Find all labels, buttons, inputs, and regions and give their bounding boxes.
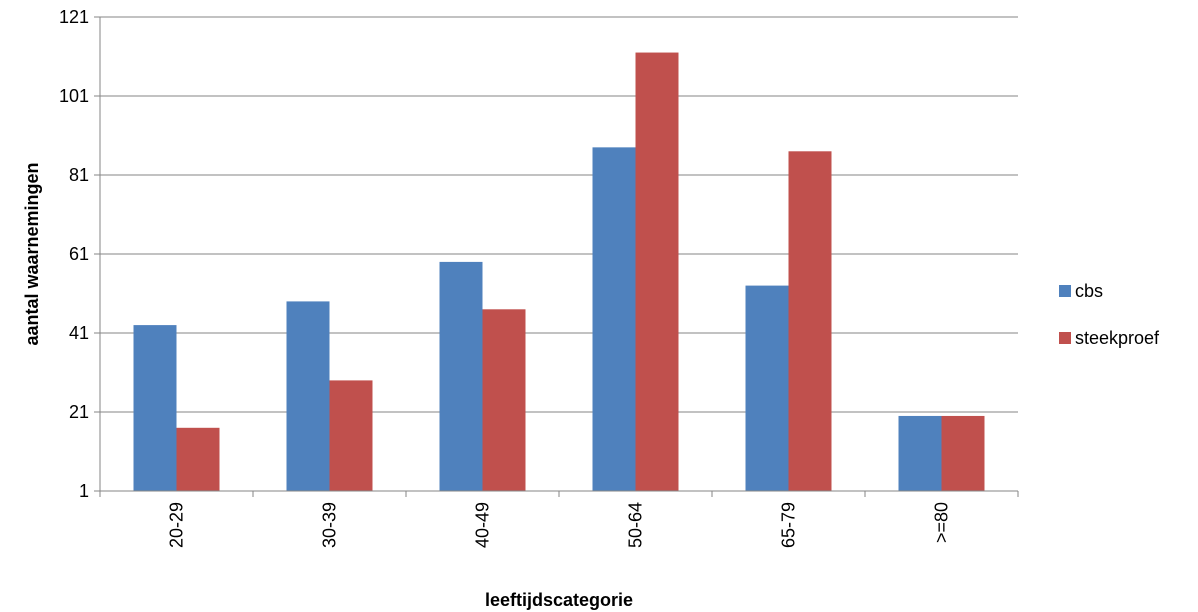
bar-steekproef-65-79 [788,151,832,492]
legend-swatch-cbs [1059,285,1071,297]
x-tick-label: 65-79 [779,502,799,548]
y-tick-label: 121 [59,7,89,27]
bar-steekproef-20-29 [176,427,220,491]
x-tick-label: >=80 [932,502,952,543]
x-tick-label: 40-49 [473,502,493,548]
legend-swatch-steekproef [1059,332,1071,344]
bar-steekproef-30-39 [329,380,373,491]
bar-cbs-40-49 [439,261,483,491]
legend-label-cbs: cbs [1075,281,1103,301]
bars [133,52,985,492]
y-tick-label: 101 [59,86,89,106]
bar-cbs-65-79 [745,285,789,491]
legend: cbs steekproef [1059,281,1160,348]
bar-steekproef->=80 [941,415,985,491]
y-axis-title: aantal waarnemingen [22,162,42,345]
bar-steekproef-40-49 [482,309,526,491]
y-tick-label: 21 [69,402,89,422]
x-tick-label: 20-29 [167,502,187,548]
bar-cbs-30-39 [286,301,330,491]
y-tick-label: 41 [69,323,89,343]
x-axis-title: leeftijdscategorie [485,590,633,610]
gridlines [100,16,1018,413]
legend-label-steekproef: steekproef [1075,328,1160,348]
axes [94,16,1019,497]
bar-cbs-20-29 [133,325,177,491]
x-tick-label: 50-64 [626,502,646,548]
x-tick-labels: 20-29 30-39 40-49 50-64 65-79 >=80 [167,502,952,548]
y-tick-label: 1 [79,481,89,501]
y-tick-label: 81 [69,165,89,185]
x-tick-label: 30-39 [320,502,340,548]
bar-cbs->=80 [898,415,942,491]
bar-cbs-50-64 [592,147,636,491]
y-tick-label: 61 [69,244,89,264]
bar-steekproef-50-64 [635,52,679,492]
